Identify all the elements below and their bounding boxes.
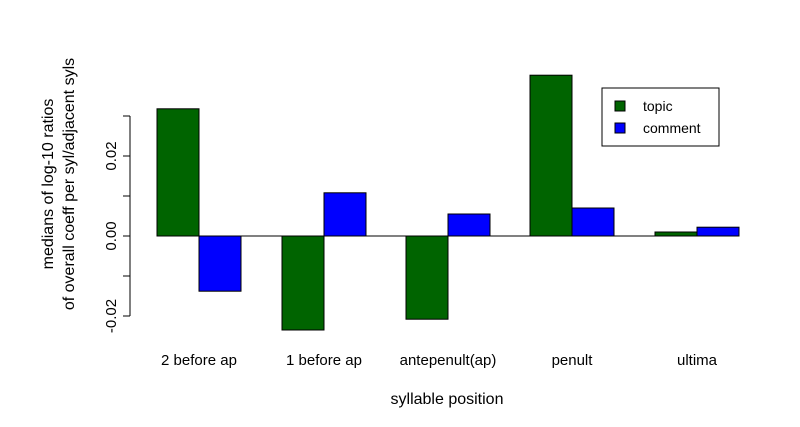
x-tick-label-5: ultima [677, 352, 718, 369]
legend: topic comment [601, 87, 720, 147]
bars-group [156, 74, 740, 331]
y-axis: -0.02 0.00 0.02 [103, 115, 131, 333]
legend-swatch-topic [614, 100, 626, 112]
y-tick-label-2: 0.00 [103, 221, 120, 250]
bar-comment-3 [447, 213, 491, 237]
legend-box [601, 87, 720, 147]
y-tick-label-3: 0.02 [103, 141, 120, 170]
y-axis-label-line1: medians of log-10 ratios [40, 99, 57, 270]
bar-comment-1 [198, 235, 242, 292]
legend-label-comment: comment [643, 120, 701, 136]
bar-topic-1 [156, 108, 200, 237]
bar-comment-2 [323, 192, 367, 237]
x-tick-label-1: 2 before ap [161, 352, 237, 369]
legend-label-topic: topic [643, 98, 673, 114]
legend-swatch-comment [614, 122, 626, 134]
x-tick-label-3: antepenult(ap) [400, 352, 497, 369]
x-tick-label-2: 1 before ap [286, 352, 362, 369]
bar-topic-5 [654, 231, 698, 237]
bar-comment-4 [571, 207, 615, 237]
bar-topic-2 [281, 235, 325, 331]
y-axis-label-line2: of overall coeff per syl/adjacent syls [61, 58, 78, 310]
y-tick-label-1: -0.02 [103, 299, 120, 333]
bar-topic-4 [529, 74, 573, 237]
x-tick-label-4: penult [552, 352, 594, 369]
bar-comment-5 [696, 226, 740, 237]
x-axis-label: syllable position [391, 391, 504, 408]
x-tick-labels: 2 before ap 1 before ap antepenult(ap) penu… [161, 352, 718, 369]
bar-topic-3 [405, 235, 449, 320]
